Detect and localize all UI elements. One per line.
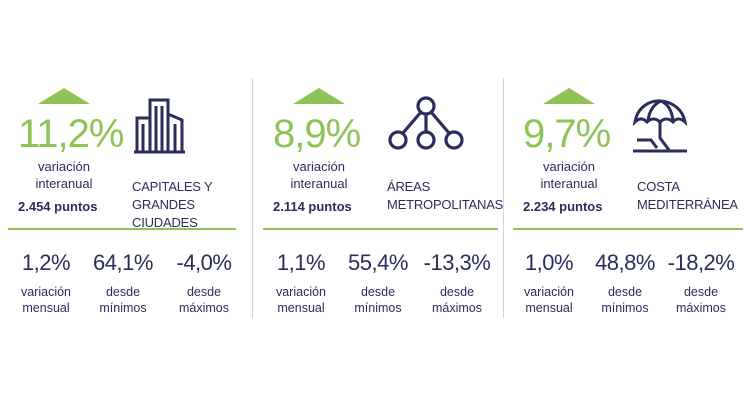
stat-from-max: -13,3% desde máximos — [417, 250, 497, 316]
stat-monthly: 1,0% variación mensual — [509, 250, 589, 316]
stat-label: desde mínimos — [601, 285, 649, 315]
up-arrow-icon — [543, 88, 595, 104]
stat-value: 48,8% — [595, 250, 655, 275]
yoy-percent: 11,2% — [18, 112, 124, 156]
stat-from-max: -18,2% desde máximos — [661, 250, 741, 316]
stat-value: -13,3% — [423, 250, 491, 275]
stat-from-min: 55,4% desde mínimos — [338, 250, 418, 316]
category-title: COSTA MEDITERRÁNEA — [637, 178, 738, 214]
stat-from-min: 64,1% desde mínimos — [83, 250, 163, 316]
category-line1: ÁREAS — [387, 179, 431, 194]
city-buildings-icon — [134, 96, 190, 159]
category-line1: COSTA — [637, 179, 680, 194]
stat-label: variación mensual — [20, 285, 72, 315]
stat-label: variación mensual — [275, 285, 327, 315]
green-divider — [263, 228, 498, 230]
stat-value: 1,1% — [276, 250, 326, 275]
green-divider — [513, 228, 743, 230]
points-value: 2.454 puntos — [18, 199, 98, 214]
category-line1: CAPITALES Y — [132, 179, 213, 194]
points-value: 2.114 puntos — [273, 199, 352, 214]
green-divider — [8, 228, 236, 230]
stat-value: -4,0% — [176, 250, 232, 275]
panel-capitales: 11,2% variación interanual 2.454 puntos … — [0, 78, 240, 328]
stat-label: desde máximos — [431, 285, 482, 315]
yoy-label-line2: interanual — [290, 176, 348, 191]
stat-value: 64,1% — [93, 250, 153, 275]
stat-value: 1,2% — [21, 250, 71, 275]
vertical-divider — [252, 78, 253, 318]
yoy-label-line1: variación — [37, 159, 91, 174]
stat-monthly: 1,1% variación mensual — [261, 250, 341, 316]
yoy-label-line2: interanual — [540, 176, 598, 191]
yoy-label: variación interanual — [14, 158, 114, 192]
vertical-divider — [503, 78, 504, 318]
category-line2: METROPOLITANAS — [387, 197, 504, 212]
yoy-label: variación interanual — [269, 158, 369, 192]
category-line2: GRANDES CIUDADES — [132, 197, 198, 230]
yoy-label-line2: interanual — [35, 176, 93, 191]
stat-from-min: 48,8% desde mínimos — [585, 250, 665, 316]
stat-value: -18,2% — [667, 250, 735, 275]
yoy-label-line1: variación — [292, 159, 346, 174]
category-title: CAPITALES Y GRANDES CIUDADES — [132, 178, 240, 232]
beach-umbrella-icon — [631, 98, 689, 159]
stat-value: 1,0% — [524, 250, 574, 275]
panel-costa-mediterranea: 9,7% variación interanual 2.234 puntos C… — [505, 78, 745, 328]
up-arrow-icon — [38, 88, 90, 104]
stat-label: desde mínimos — [354, 285, 402, 315]
network-nodes-icon — [387, 96, 465, 157]
stat-value: 55,4% — [348, 250, 408, 275]
stat-from-max: -4,0% desde máximos — [164, 250, 244, 316]
stat-label: desde máximos — [178, 285, 229, 315]
stat-label: desde máximos — [675, 285, 726, 315]
category-line2: MEDITERRÁNEA — [637, 197, 738, 212]
category-title: ÁREAS METROPOLITANAS — [387, 178, 503, 214]
yoy-label: variación interanual — [519, 158, 619, 192]
points-value: 2.234 puntos — [523, 199, 603, 214]
yoy-percent: 8,9% — [273, 112, 361, 156]
stat-monthly: 1,2% variación mensual — [6, 250, 86, 316]
stat-label: variación mensual — [523, 285, 575, 315]
panel-areas-metropolitanas: 8,9% variación interanual 2.114 puntos Á… — [255, 78, 503, 328]
up-arrow-icon — [293, 88, 345, 104]
stat-label: desde mínimos — [99, 285, 147, 315]
yoy-label-line1: variación — [542, 159, 596, 174]
yoy-percent: 9,7% — [523, 112, 611, 156]
